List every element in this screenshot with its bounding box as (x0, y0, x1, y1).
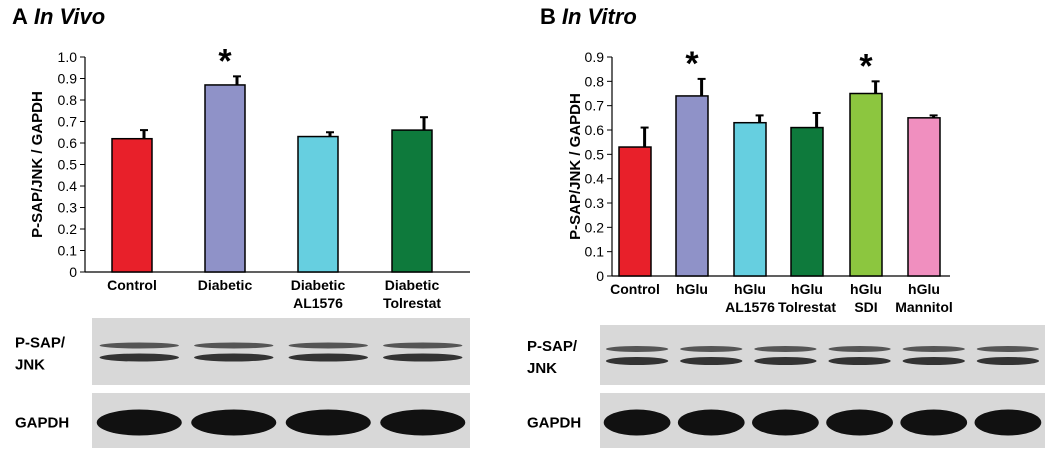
bar (391, 129, 433, 273)
band (902, 346, 965, 352)
band (754, 346, 817, 352)
panel-letter: B (540, 4, 556, 29)
bar (111, 137, 153, 273)
bar (297, 135, 339, 273)
panel-title: B In Vitro (540, 4, 637, 29)
x-tick-label: Diabetic (385, 277, 440, 293)
blot-label: GAPDH (15, 415, 69, 432)
significance-marker: * (685, 45, 699, 83)
y-tick-label: 0.9 (58, 71, 78, 87)
band (383, 342, 463, 349)
y-tick-label: 1.0 (58, 49, 78, 65)
significance-marker: * (859, 47, 873, 85)
bar (790, 126, 824, 277)
x-tick-label: Tolrestat (383, 295, 441, 311)
y-tick-label: 0.5 (58, 157, 78, 173)
band (902, 357, 965, 365)
bar (733, 121, 767, 277)
band (974, 409, 1042, 436)
panel-name: In Vivo (34, 4, 105, 29)
bar (907, 117, 941, 277)
y-tick-label: 0.8 (585, 73, 605, 89)
x-tick-label: Diabetic (291, 277, 346, 293)
band (288, 353, 368, 362)
y-tick-label: 0.7 (585, 98, 605, 114)
blot-image (600, 325, 1045, 385)
band (285, 409, 371, 436)
y-tick-label: 0.6 (58, 135, 78, 151)
band (976, 357, 1040, 365)
band (828, 346, 891, 352)
band (677, 409, 745, 436)
band (754, 357, 817, 365)
band (96, 409, 182, 436)
band (680, 346, 743, 352)
band (99, 342, 179, 349)
y-tick-label: 0.9 (585, 49, 605, 65)
y-axis-label: P-SAP/JNK / GAPDH (29, 91, 46, 238)
blot-label: JNK (15, 357, 45, 374)
band (680, 357, 743, 365)
significance-marker: * (218, 42, 232, 80)
band (605, 357, 669, 365)
band (383, 353, 463, 362)
x-tick-label: hGlu (791, 281, 823, 297)
y-tick-label: 0.6 (585, 122, 605, 138)
bar (849, 92, 883, 277)
y-tick-label: 0.8 (58, 92, 78, 108)
y-tick-label: 0.7 (58, 114, 78, 130)
y-tick-label: 0.3 (585, 195, 605, 211)
x-tick-label: Control (610, 281, 660, 297)
panel-name: In Vitro (562, 4, 637, 29)
band (288, 342, 368, 349)
y-tick-label: 0.2 (585, 219, 605, 235)
y-tick-label: 0.1 (585, 244, 605, 260)
x-tick-label: hGlu (850, 281, 882, 297)
panel-letter: A (12, 4, 28, 29)
y-tick-label: 0.4 (585, 171, 605, 187)
y-tick-label: 0 (596, 268, 604, 284)
blot-label: P-SAP/ (15, 335, 66, 352)
x-tick-label: Mannitol (895, 299, 953, 315)
y-tick-label: 0.3 (58, 200, 78, 216)
y-tick-label: 0 (69, 264, 77, 280)
blot-label: JNK (527, 360, 557, 377)
band (826, 409, 893, 436)
band (603, 409, 671, 436)
band (976, 346, 1040, 352)
band (194, 353, 274, 362)
blot-image (600, 393, 1045, 448)
band (605, 346, 669, 352)
x-tick-label: hGlu (676, 281, 708, 297)
panel-title: A In Vivo (12, 4, 105, 29)
band (191, 409, 277, 436)
x-tick-label: SDI (854, 299, 877, 315)
band (194, 342, 274, 349)
x-tick-label: Tolrestat (778, 299, 836, 315)
band (380, 409, 466, 436)
band (828, 357, 891, 365)
y-tick-label: 0.4 (58, 178, 78, 194)
blot-label: P-SAP/ (527, 338, 578, 355)
blot-image (92, 318, 470, 385)
bar (675, 95, 709, 277)
x-tick-label: AL1576 (725, 299, 775, 315)
x-tick-label: hGlu (908, 281, 940, 297)
band (752, 409, 819, 436)
bar (618, 146, 652, 277)
band (900, 409, 968, 436)
x-tick-label: hGlu (734, 281, 766, 297)
band (99, 353, 179, 362)
x-tick-label: Control (107, 277, 157, 293)
bar (204, 84, 246, 273)
x-tick-label: Diabetic (198, 277, 253, 293)
y-tick-label: 0.1 (58, 243, 78, 259)
blot-label: GAPDH (527, 415, 581, 432)
y-tick-label: 0.5 (585, 146, 605, 162)
x-tick-label: AL1576 (293, 295, 343, 311)
y-axis-label: P-SAP/JNK / GAPDH (567, 93, 584, 240)
y-tick-label: 0.2 (58, 221, 78, 237)
